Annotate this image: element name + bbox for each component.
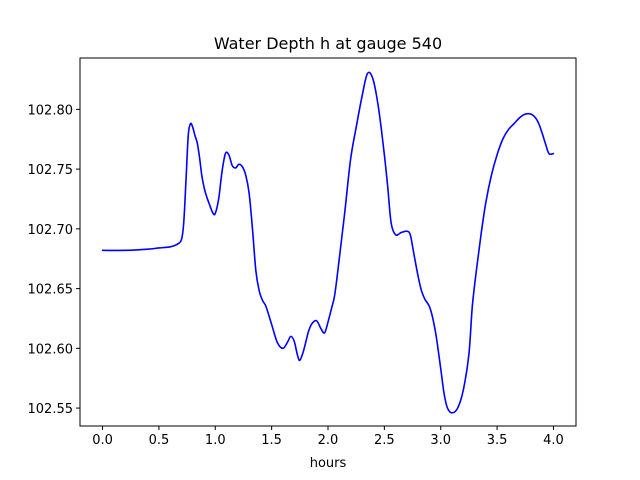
series-group [101, 71, 555, 414]
y-tick-label: 102.65 [28, 283, 74, 298]
x-tick-label: 1.5 [261, 433, 282, 448]
x-tick-label: 1.0 [205, 433, 226, 448]
x-axis: 0.0 0.5 1.0 1.5 2.0 2.5 3.0 3.5 4.0 [92, 426, 564, 448]
y-tick-label: 102.60 [28, 342, 74, 357]
x-tick-label: 3.0 [430, 433, 451, 448]
x-tick-label: 4.0 [543, 433, 564, 448]
series-line [101, 71, 555, 414]
x-tick-label: 3.5 [487, 433, 508, 448]
y-tick-label: 102.70 [28, 223, 74, 238]
y-tick-label: 102.75 [28, 163, 74, 178]
x-axis-label: hours [310, 456, 347, 471]
x-tick-label: 2.0 [318, 433, 339, 448]
x-tick-label: 0.0 [92, 433, 113, 448]
x-tick-label: 0.5 [149, 433, 170, 448]
y-axis: 102.55 102.60 102.65 102.70 102.75 102.80 [28, 103, 80, 417]
y-tick-label: 102.55 [28, 402, 74, 417]
plot-area [79, 57, 577, 427]
axes-frame [79, 57, 577, 427]
y-tick-label: 102.80 [28, 103, 74, 118]
x-tick-label: 2.5 [374, 433, 395, 448]
chart-title: Water Depth h at gauge 540 [214, 34, 442, 53]
